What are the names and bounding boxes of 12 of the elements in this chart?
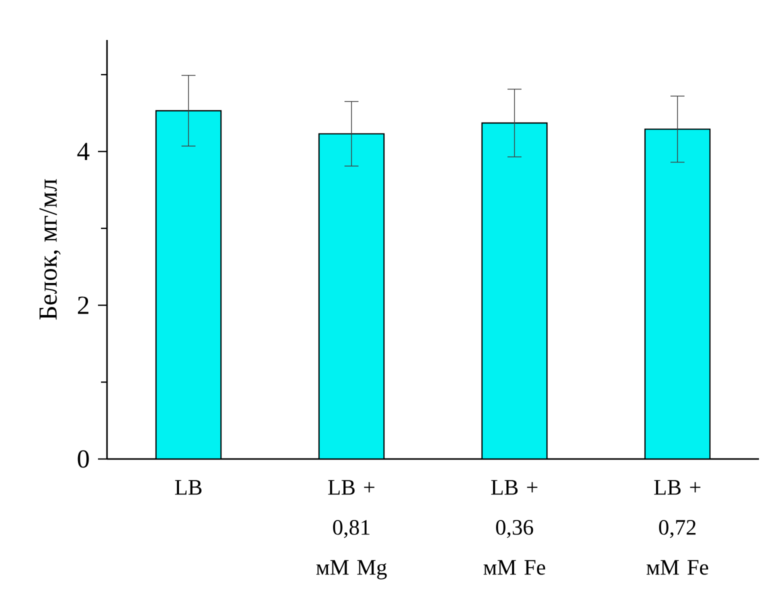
y-tick-label: 4 — [77, 142, 90, 160]
x-tick-label: LB + 0,72 мМ Fe — [646, 480, 708, 575]
x-tick-label: LB + 0,36 мМ Fe — [484, 480, 546, 575]
bar — [644, 128, 711, 459]
y-tick-label: 2 — [78, 296, 88, 314]
x-tick-label: LB — [175, 480, 202, 495]
y-tick-label: 0 — [78, 450, 89, 468]
x-tick-label: LB + 0,81 мМ Mg — [316, 480, 387, 580]
y-axis-title: Белок, мг/мл — [39, 179, 61, 320]
bar — [318, 133, 385, 459]
bar — [481, 122, 548, 459]
bar — [155, 110, 222, 459]
